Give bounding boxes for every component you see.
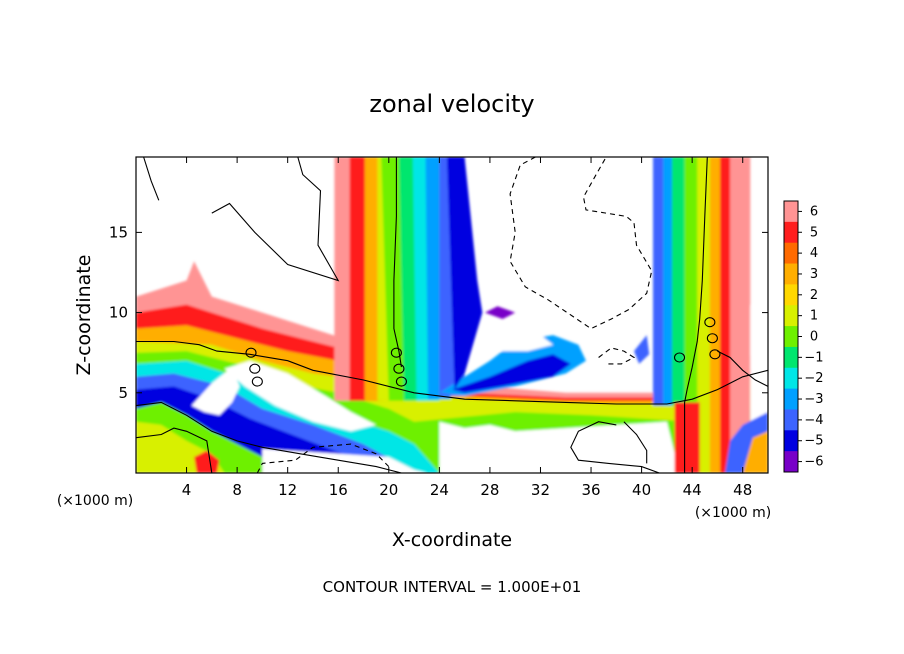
y-ticks: 5 10 15 bbox=[109, 223, 768, 402]
colorbar-swatch bbox=[784, 305, 798, 327]
contour-line-negative bbox=[509, 157, 653, 330]
contour-loop bbox=[704, 317, 716, 328]
colorbar-label: 5 bbox=[810, 225, 818, 240]
negative-swirl bbox=[446, 157, 483, 390]
negative-swirl bbox=[452, 354, 571, 393]
colorbar-swatch bbox=[784, 284, 798, 306]
x-tick-label: 44 bbox=[683, 481, 702, 499]
y-tick-label: 15 bbox=[109, 223, 128, 241]
x-tick-label: 40 bbox=[632, 481, 651, 499]
y-tick-label: 10 bbox=[109, 304, 128, 322]
bottom-white bbox=[439, 421, 680, 473]
x-tick-label: 12 bbox=[278, 481, 297, 499]
contour-line bbox=[684, 157, 708, 473]
contour-loop bbox=[673, 352, 686, 363]
colorbar-swatch bbox=[784, 388, 798, 410]
contour-line bbox=[717, 350, 768, 387]
colorbar-swatch bbox=[784, 263, 798, 285]
contour-line bbox=[143, 157, 160, 201]
contour-line bbox=[570, 421, 660, 473]
contour-line-negative bbox=[598, 347, 636, 365]
negative-swirl bbox=[439, 335, 586, 396]
x-tick-label: 16 bbox=[329, 481, 348, 499]
colorbar-label: 4 bbox=[810, 246, 818, 261]
x-tick-label: 28 bbox=[480, 481, 499, 499]
colorbar-swatch bbox=[784, 326, 798, 348]
colorbar-label: 1 bbox=[810, 309, 818, 324]
y-axis-label: Z-coordinate bbox=[73, 255, 95, 376]
plot-frame bbox=[135, 156, 769, 474]
contour-line bbox=[393, 157, 402, 368]
x-tick-label: 36 bbox=[581, 481, 600, 499]
contour-line bbox=[136, 401, 402, 473]
colorbar-label: −6 bbox=[804, 455, 823, 470]
x-tick-label: 8 bbox=[232, 481, 242, 499]
x-axis-label: X-coordinate bbox=[392, 529, 512, 551]
contour-loop bbox=[245, 347, 257, 358]
colorbar-label: −2 bbox=[804, 371, 823, 386]
small-right-patch bbox=[634, 335, 650, 364]
contour-loop bbox=[393, 363, 405, 374]
x-tick-label: 24 bbox=[430, 481, 449, 499]
colorbar-swatch bbox=[784, 346, 798, 369]
lower-left-positive bbox=[194, 450, 220, 473]
contour-loop bbox=[709, 349, 721, 360]
colorbar-label: 3 bbox=[810, 267, 818, 282]
colorbar-label: −5 bbox=[804, 434, 823, 449]
x-unit-left: (×1000 m) bbox=[57, 493, 133, 509]
contour-line bbox=[211, 157, 340, 282]
contour-loop bbox=[249, 363, 261, 374]
colorbar-swatch bbox=[784, 242, 798, 265]
colorbar-swatch bbox=[784, 409, 798, 431]
contour-loop bbox=[395, 376, 407, 387]
white-gap bbox=[489, 331, 554, 352]
colorbar-swatch bbox=[784, 367, 798, 390]
colorbar-swatch bbox=[784, 221, 798, 244]
colorbar-swatch bbox=[784, 451, 798, 473]
contour-line-zero bbox=[136, 340, 768, 405]
colorbar: 6 5 4 3 2 1 0 −1 −2 −3 −4 −5 −6 bbox=[783, 200, 824, 473]
x-tick-label: 48 bbox=[733, 481, 752, 499]
colorbar-label: 6 bbox=[810, 204, 818, 219]
contour-loop bbox=[390, 347, 402, 358]
small-negative-patch bbox=[484, 306, 516, 319]
x-ticks: 4 8 12 16 20 24 28 32 36 40 44 48 bbox=[182, 157, 752, 499]
x-tick-label: 32 bbox=[531, 481, 550, 499]
x-tick-label: 20 bbox=[379, 481, 398, 499]
white-lobe bbox=[191, 367, 240, 416]
contour-line-negative bbox=[256, 443, 390, 473]
velocity-field bbox=[136, 157, 768, 473]
right-bottom-positive bbox=[742, 431, 768, 473]
x-unit-right: (×1000 m) bbox=[695, 505, 771, 521]
colorbar-swatch bbox=[784, 430, 798, 452]
contour-interval-note: CONTOUR INTERVAL = 1.000E+01 bbox=[323, 578, 582, 596]
colorbar-label: −1 bbox=[804, 350, 823, 365]
right-column-base bbox=[674, 402, 700, 473]
y-tick-label: 5 bbox=[118, 384, 128, 402]
colorbar-label: 0 bbox=[810, 330, 818, 345]
contour-lines bbox=[136, 157, 768, 473]
white-tongue bbox=[224, 360, 377, 432]
contour-line bbox=[623, 421, 648, 464]
right-column bbox=[730, 157, 751, 473]
contour-line bbox=[136, 427, 213, 473]
contour-loop bbox=[251, 376, 263, 387]
colorbar-swatch bbox=[784, 201, 798, 223]
colorbar-label: −3 bbox=[804, 392, 823, 407]
chart-title: zonal velocity bbox=[369, 90, 534, 118]
contour-loop bbox=[706, 333, 718, 344]
colorbar-label: −4 bbox=[804, 413, 823, 428]
colorbar-label: 2 bbox=[810, 288, 818, 303]
x-tick-label: 4 bbox=[182, 481, 192, 499]
